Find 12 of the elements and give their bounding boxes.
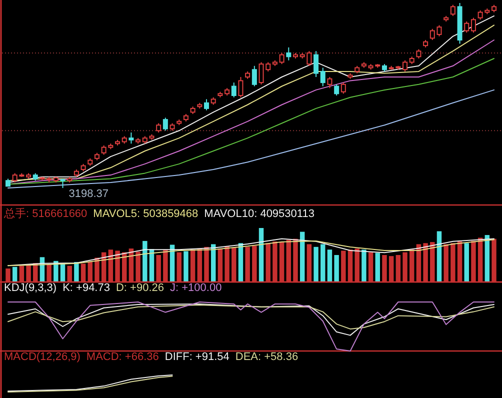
annotation: D: +90.26	[116, 282, 164, 294]
annotation: K: +94.73	[62, 282, 110, 294]
chart-title: 总手: 516661660	[3, 207, 88, 220]
chart-title: KDJ(9,3,3)	[4, 282, 57, 294]
annotation: 3198.37	[68, 188, 109, 200]
text: DIFF: +91.54	[164, 351, 230, 363]
text: DEA: +58.36	[235, 351, 298, 363]
text: MAVOL5: 503859468	[93, 208, 198, 220]
text: MAVOL10: 409530113	[204, 208, 314, 220]
text: MACD: +66.36	[86, 351, 159, 363]
annotation: J: +100.00	[170, 282, 222, 294]
chart-title: MACD(12,26,9)	[4, 351, 80, 363]
